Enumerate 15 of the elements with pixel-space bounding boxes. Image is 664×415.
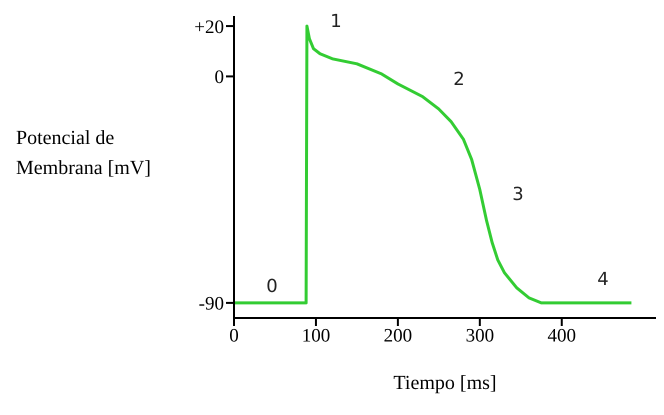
- y-tick-label: +20: [194, 16, 224, 38]
- annotation: 1: [329, 11, 343, 33]
- x-tick-label: 400: [548, 325, 576, 346]
- x-axis-title: Tiempo [ms]: [393, 372, 497, 394]
- annotation: 0: [265, 276, 279, 298]
- x-tick-label: 200: [384, 325, 412, 346]
- y-axis-title: Potencial de Membrana [mV]: [16, 126, 152, 181]
- annotation: 3: [511, 184, 525, 206]
- annotation: 2: [452, 69, 466, 91]
- x-tick-label: 100: [302, 325, 330, 346]
- x-tick-label: 0: [229, 325, 239, 346]
- y-tick-label: -90: [198, 294, 224, 315]
- x-tick-label: 300: [466, 325, 494, 346]
- annotation: 4: [596, 269, 610, 291]
- y-tick-label: 0: [214, 67, 224, 88]
